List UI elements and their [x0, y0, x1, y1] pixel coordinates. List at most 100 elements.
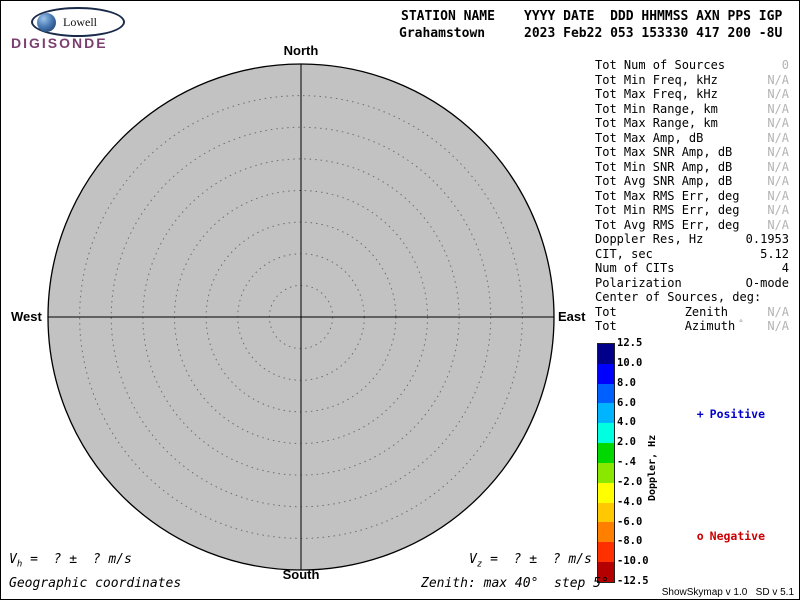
colorbar-tick-label: -6.0 — [617, 515, 643, 528]
coordinate-system-label: Geographic coordinates — [9, 576, 182, 591]
skymap-svg — [47, 63, 555, 571]
stat-label: Polarization — [595, 275, 682, 290]
colorbar-segment — [598, 502, 614, 523]
doppler-colorbar — [597, 343, 615, 583]
vz-symbol: V — [469, 552, 477, 567]
stat-label: Num of CITs — [595, 261, 675, 275]
colorbar-segment — [598, 383, 614, 404]
logo-product-text: DIGISONDE — [11, 35, 108, 51]
stat-value: N/A — [767, 130, 789, 145]
colorbar-tick-label: -4.0 — [617, 495, 643, 508]
colorbar-segment — [598, 482, 614, 503]
colorbar-segment — [598, 423, 614, 444]
negative-doppler-legend: o Negative — [669, 515, 765, 557]
stat-label: Tot Max Freq, kHz — [595, 87, 718, 101]
stat-value: N/A — [767, 101, 789, 116]
stat-label: Tot Avg RMS Err, deg — [595, 217, 740, 232]
colorbar-segment — [598, 344, 614, 364]
stat-value: 0 — [781, 58, 789, 72]
stat-label: Tot Min SNR Amp, dB — [595, 159, 733, 174]
stat-value: N/A — [767, 217, 789, 232]
colorbar-tick-label: -.4 — [617, 456, 636, 468]
colorbar-tick-label: -10.0 — [617, 555, 649, 568]
vertical-velocity-readout: Vz = ? ± ? m/s — [469, 552, 592, 570]
stat-label: Tot Max RMS Err, deg — [595, 188, 740, 203]
stat-row: CIT, sec 5.12 — [595, 247, 789, 262]
stat-value: N/A — [767, 319, 789, 333]
colorbar-segment — [598, 562, 614, 582]
stat-row: Num of CITs 4 — [595, 261, 789, 276]
app-version-label: ShowSkymap v 1.0 SD v 5.1 — [661, 587, 794, 598]
stat-row: Tot Max SNR Amp, dB N/A — [595, 145, 789, 160]
positive-legend-label: Positive — [709, 407, 766, 421]
colorbar-title: Doppler, Hz — [647, 434, 658, 501]
stat-label: Doppler Res, Hz — [595, 232, 704, 246]
stat-row: Tot Min Freq, kHz N/A — [595, 73, 789, 88]
stat-value: N/A — [767, 72, 789, 87]
skymap-plot — [46, 62, 556, 572]
stat-row: Tot Max Freq, kHz N/A — [595, 87, 789, 102]
compass-west-label: West — [11, 309, 42, 324]
colorbar-segment — [598, 542, 614, 563]
compass-south-label: South — [282, 567, 320, 582]
vh-subscript: h — [16, 559, 23, 570]
header-fields-label: YYYY DATE DDD HHMMSS AXN PPS IGP — [524, 9, 783, 24]
colorbar-tick-label: 10.0 — [617, 356, 643, 369]
stat-row: Tot Min Range, km N/A — [595, 102, 789, 117]
negative-legend-label: Negative — [709, 529, 766, 543]
stat-sublabel: Azimuth — [684, 319, 736, 333]
stat-label: CIT, sec — [595, 246, 653, 261]
logo-brand-text: Lowell — [63, 14, 97, 29]
stat-row: Tot Min SNR Amp, dB N/A — [595, 160, 789, 175]
colorbar-tick-label: 2.0 — [617, 436, 636, 449]
colorbar-segment — [598, 363, 614, 384]
stat-label: Tot Max Amp, dB — [595, 130, 704, 145]
stat-row: Polarization O-mode — [595, 276, 789, 291]
colorbar-tick-label: 6.0 — [617, 396, 636, 409]
stat-row: Tot Max Range, km N/A — [595, 116, 789, 131]
station-name-label: STATION NAME — [401, 9, 495, 24]
stat-row: Doppler Res, Hz 0.1953 — [595, 232, 789, 247]
stat-row: Tot Max RMS Err, deg N/A — [595, 189, 789, 204]
stat-label: Tot Avg SNR Amp, dB — [595, 174, 733, 188]
stat-row: Tot Max Amp, dB N/A — [595, 131, 789, 146]
stat-row: Tot Azimuth ° N/A — [595, 319, 789, 334]
vz-subscript: z — [476, 559, 483, 570]
vz-value: = ? ± ? m/s — [482, 552, 592, 567]
circle-marker-icon: o — [696, 529, 704, 543]
station-name-value: Grahamstown — [399, 26, 486, 41]
colorbar-tick-labels: 12.5 10.0 8.0 6.0 4.0 2.0 -.4 -2.0 -4.0 -6.0 -8.0 -… — [617, 337, 657, 587]
stat-label: Tot Max Range, km — [595, 116, 718, 130]
colorbar-tick-label: 4.0 — [617, 416, 636, 429]
stat-value: N/A — [767, 145, 789, 159]
stat-row: Tot Zenith N/A — [595, 305, 789, 320]
stat-label: Center of Sources, deg: — [595, 290, 762, 304]
vh-value: = ? ± ? m/s — [22, 552, 132, 567]
zenith-scale-note: Zenith: max 40° step 5° — [421, 576, 609, 591]
stat-value: 5.12 — [760, 246, 789, 261]
stat-row: Tot Min RMS Err, deg N/A — [595, 203, 789, 218]
stat-value: N/A — [767, 87, 789, 101]
compass-north-label: North — [283, 43, 319, 58]
colorbar-segment — [598, 403, 614, 424]
stat-label: Tot Min Range, km — [595, 101, 718, 116]
stat-row: Tot Num of Sources 0 — [595, 58, 789, 73]
vh-symbol: V — [9, 552, 17, 567]
header-fields-values: 2023 Feb22 053 153330 417 200 -8U — [524, 26, 783, 41]
positive-doppler-legend: + Positive — [669, 393, 765, 435]
stat-label: Tot — [595, 319, 617, 333]
stat-value: N/A — [767, 203, 789, 217]
stat-value: N/A — [767, 159, 789, 174]
colorbar-tick-label: 12.5 — [617, 337, 643, 349]
stat-label: Tot Num of Sources — [595, 58, 726, 72]
stats-panel: Tot Num of Sources 0 Tot Min Freq, kHz N/A T… — [595, 58, 789, 334]
colorbar-tick-label: -2.0 — [617, 475, 643, 488]
colorbar-segment — [598, 522, 614, 543]
stat-label: Tot Min Freq, kHz — [595, 72, 718, 87]
stat-row: Center of Sources, deg: — [595, 290, 789, 305]
stat-value: N/A — [767, 304, 789, 319]
stat-value: O-mode — [745, 275, 789, 290]
colorbar-segment — [598, 462, 614, 483]
colorbar-tick-label: 8.0 — [617, 376, 636, 389]
